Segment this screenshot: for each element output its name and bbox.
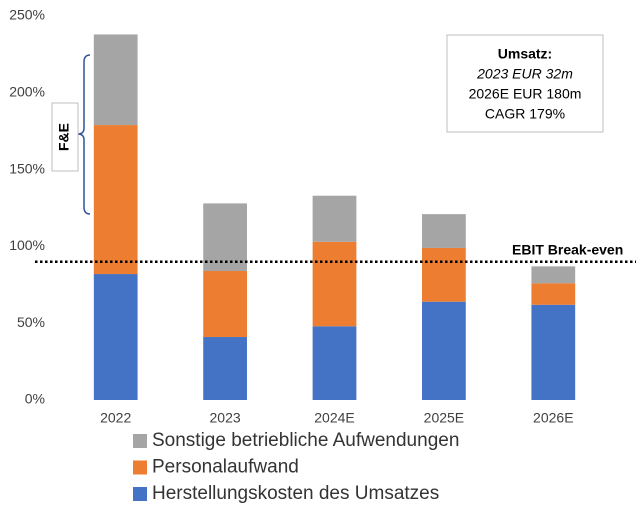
x-tick-label: 2022 — [100, 410, 131, 426]
annotation-box — [446, 34, 604, 133]
legend-label: Herstellungskosten des Umsatzes — [152, 483, 439, 504]
legend-swatch — [133, 460, 147, 475]
legend-swatch — [133, 487, 147, 501]
bar-segment — [93, 34, 138, 126]
y-tick-label: 250% — [9, 7, 45, 23]
y-tick-label: 200% — [9, 84, 45, 100]
bar-segment — [312, 195, 357, 242]
bar-segment — [422, 214, 466, 248]
bar-segment — [422, 301, 466, 400]
bar-segment — [93, 125, 138, 275]
y-tick-label: 50% — [17, 314, 45, 330]
annotation-line: 2023 EUR 32m — [476, 66, 573, 82]
bracket-label: F&E — [56, 123, 72, 151]
legend-label: Sonstige betriebliche Aufwendungen — [152, 430, 459, 451]
bar-segment — [531, 266, 576, 284]
bar-segment — [531, 283, 576, 305]
annotation-line: CAGR 179% — [485, 106, 565, 122]
y-tick-label: 100% — [9, 237, 45, 253]
bar-segment — [203, 337, 247, 400]
bracket-label-box — [51, 102, 79, 172]
annotation-line: 2026E EUR 180m — [469, 86, 582, 102]
bar-segment — [93, 274, 138, 400]
x-tick-label: 2026E — [533, 410, 573, 426]
legend-label: Personalaufwand — [152, 457, 299, 478]
y-tick-label: 150% — [9, 160, 45, 176]
legend-swatch — [133, 434, 147, 448]
annotation-title: Umsatz: — [498, 46, 552, 62]
bar-segment — [312, 241, 357, 327]
reference-label: EBIT Break-even — [512, 241, 623, 257]
bar-segment — [312, 326, 357, 400]
y-tick-label: 0% — [25, 391, 45, 407]
x-tick-label: 2025E — [424, 410, 464, 426]
bar-segment — [531, 304, 576, 400]
bar-segment — [203, 203, 247, 271]
bar-segment — [422, 247, 466, 302]
x-tick-label: 2023 — [210, 410, 241, 426]
bar-segment — [203, 270, 247, 338]
bracket — [77, 54, 91, 215]
x-tick-label: 2024E — [314, 410, 354, 426]
